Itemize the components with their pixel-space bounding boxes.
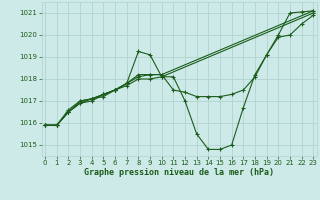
- X-axis label: Graphe pression niveau de la mer (hPa): Graphe pression niveau de la mer (hPa): [84, 168, 274, 177]
